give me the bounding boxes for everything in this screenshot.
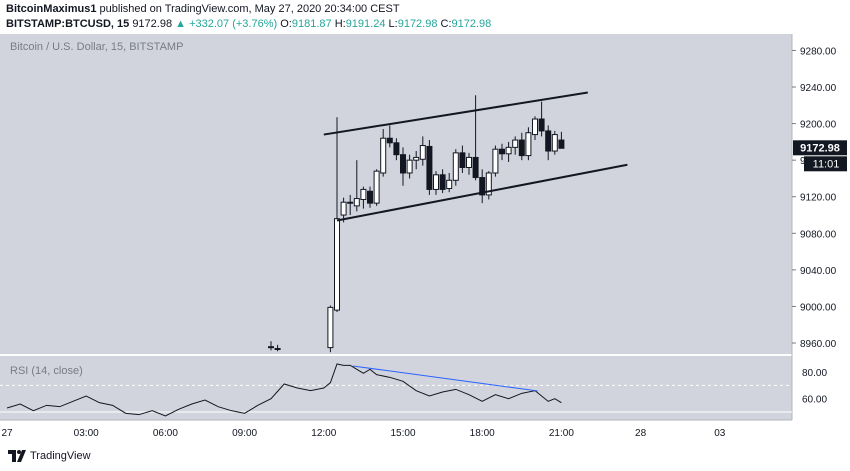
channel-lines[interactable] [323, 91, 628, 222]
rsi-pane[interactable] [0, 356, 792, 420]
price-tick-label: 9280.00 [800, 46, 837, 57]
candle-up [551, 134, 558, 152]
rsi-tick-label: 60.00 [802, 395, 827, 406]
time-tick-label: 09:00 [232, 428, 257, 439]
high-value: 9191.24 [345, 18, 386, 30]
tradingview-brand: TradingView [30, 450, 91, 462]
price-tick-label: 9240.00 [800, 83, 837, 94]
candle-down [268, 346, 274, 349]
time-tick-label: 21:00 [549, 428, 574, 439]
close-label: C: [440, 18, 452, 30]
candle-up [406, 159, 413, 174]
high-label: H: [334, 18, 346, 30]
candle-down [499, 148, 505, 155]
up-arrow-icon: ▲ [175, 18, 187, 30]
symbol-label: BITSTAMP:BTCUSD, 15 [6, 18, 130, 30]
candle-down [386, 137, 393, 144]
price-tick-label: 9080.00 [800, 229, 837, 240]
price-tick-label: 9000.00 [800, 302, 837, 313]
candle-down [518, 139, 525, 157]
candle-up [532, 118, 538, 136]
price-ticks: 9280.009240.009200.009160.009120.009080.… [792, 46, 837, 406]
candle-down [472, 156, 479, 179]
tradingview-logo-icon [8, 450, 26, 462]
time-tick-label: 06:00 [153, 428, 178, 439]
ohlc-line: BITSTAMP:BTCUSD, 15 9172.98 ▲ +332.07 (+… [6, 18, 491, 30]
candle-down [558, 139, 565, 149]
time-ticks: 27 03:00 06:00 09:00 12:00 15:00 18:00 21:00 28 0… [1, 428, 725, 439]
low-value: 9172.98 [397, 18, 438, 30]
price-tick-label: 9040.00 [800, 266, 837, 277]
time-tick-label: 28 [635, 428, 647, 439]
candle-up [373, 170, 380, 204]
candle-up [334, 218, 340, 311]
countdown-badge-text: 11:01 [813, 158, 840, 170]
time-tick-label: 03 [714, 428, 726, 439]
candle-up [353, 198, 360, 207]
candle-down [367, 190, 373, 204]
time-tick-label: 15:00 [390, 428, 415, 439]
countdown-badge-bg [804, 156, 847, 172]
candle-down [426, 145, 433, 190]
open-label: O: [280, 18, 292, 30]
divergence-line [352, 365, 538, 392]
price-pane[interactable] [0, 34, 792, 354]
channel-line [323, 91, 588, 136]
candle-up [525, 132, 532, 157]
candle-down [459, 152, 466, 168]
rsi-group [0, 363, 792, 417]
candle-down [479, 177, 486, 196]
last-price-badge: 9172.98 11:01 [793, 140, 847, 172]
price-change: +332.07 (+3.76%) [189, 18, 278, 30]
last-price: 9172.98 [132, 18, 173, 30]
candle-up [446, 179, 453, 190]
candle-down [538, 118, 545, 132]
candle-up [327, 306, 334, 349]
time-tick-label: 03:00 [74, 428, 99, 439]
rsi-tick-label: 80.00 [802, 368, 827, 379]
candle-up [492, 148, 499, 174]
candle-down [274, 348, 281, 351]
price-tick-label: 8960.00 [800, 339, 837, 350]
tradingview-logo[interactable]: TradingView [8, 450, 91, 462]
rsi-title: RSI (14, close) [10, 365, 83, 377]
author-name[interactable]: BitcoinMaximus1 [6, 3, 97, 15]
candles-group [268, 95, 565, 353]
candle-up [360, 188, 367, 200]
candle-up [512, 139, 519, 148]
candle-up [340, 201, 347, 216]
candle-down [439, 174, 446, 190]
candle-down [400, 154, 406, 174]
published-text: published on TradingView.com, May 27, 20… [99, 3, 400, 15]
candle-up [505, 146, 512, 155]
candle-down [347, 201, 354, 204]
candle-up [419, 145, 426, 160]
time-tick-label: 18:00 [470, 428, 495, 439]
close-value: 9172.98 [451, 18, 492, 30]
candle-up [466, 156, 472, 168]
candle-up [413, 156, 420, 161]
candle-up [485, 172, 492, 196]
open-value: 9181.87 [291, 18, 332, 30]
rsi-line [6, 363, 562, 417]
candle-up [380, 137, 387, 174]
publish-line: BitcoinMaximus1 published on TradingView… [6, 3, 400, 15]
candle-up [452, 152, 459, 181]
candle-down [393, 142, 400, 156]
chart-title: Bitcoin / U.S. Dollar, 15, BITSTAMP [10, 41, 183, 53]
time-tick-label: 12:00 [311, 428, 336, 439]
price-badge-text: 9172.98 [800, 142, 840, 154]
time-tick-label: 27 [1, 428, 13, 439]
candle-up [433, 174, 439, 190]
price-tick-label: 9120.00 [800, 193, 837, 204]
price-badge-bg [793, 140, 847, 156]
low-label: L: [388, 18, 398, 30]
price-tick-label: 9200.00 [800, 120, 837, 131]
candle-down [545, 130, 552, 152]
channel-line [336, 163, 628, 222]
